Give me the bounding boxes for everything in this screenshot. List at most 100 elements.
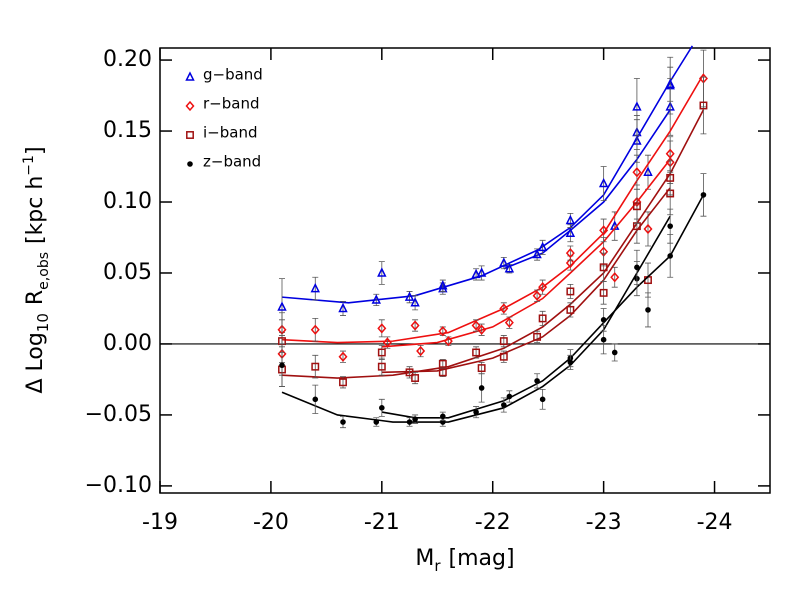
data-point [532, 248, 542, 259]
error-bar [378, 319, 385, 338]
y-axis-label: Δ Log10Re,obs[kpc h−1] [21, 146, 52, 393]
legend-marker [185, 71, 195, 81]
data-point [416, 345, 426, 357]
data-point [471, 268, 481, 279]
y-tick-label: 0.00 [103, 331, 152, 356]
error-bar [600, 218, 607, 243]
data-point [537, 241, 548, 252]
error-bar [312, 354, 319, 379]
data-point [645, 307, 651, 313]
data-point [373, 419, 380, 425]
error-bar [700, 76, 707, 135]
data-point [443, 335, 453, 347]
error-bar [633, 78, 640, 136]
data-point [600, 336, 607, 343]
data-point [599, 288, 608, 297]
error-bar [567, 283, 574, 299]
data-point [599, 263, 608, 272]
data-point [499, 337, 508, 346]
data-point [471, 320, 481, 331]
data-point [700, 192, 707, 198]
error-bar [478, 362, 485, 375]
fit-line [503, 109, 671, 270]
data-point [634, 264, 640, 271]
data-point [665, 78, 675, 88]
y-tick-label: 0.15 [103, 118, 152, 143]
y-tick-label: 0.10 [103, 189, 152, 214]
data-point [379, 405, 385, 411]
data-point [499, 352, 508, 361]
data-point [506, 393, 513, 400]
legend-label: i−band [203, 124, 257, 142]
data-point [566, 287, 575, 296]
x-tick-label: -23 [586, 510, 622, 535]
data-point [377, 267, 387, 277]
data-point [477, 324, 487, 335]
error-bar [378, 261, 385, 285]
data-point [539, 396, 546, 403]
fit-line [381, 187, 671, 374]
plot-frame [159, 47, 771, 494]
data-point [339, 378, 347, 387]
error-bar [378, 344, 385, 360]
error-bar [600, 166, 607, 201]
data-point [472, 348, 481, 357]
data-point [632, 167, 642, 178]
data-point [599, 225, 609, 236]
data-point [567, 359, 574, 366]
data-point [643, 223, 653, 235]
data-point [338, 302, 348, 313]
error-bar [633, 188, 640, 224]
y-tick-label: −0.05 [85, 402, 152, 427]
x-tick-label: -19 [142, 510, 178, 535]
x-axis-label: Mr [mag] [415, 546, 514, 575]
data-point [277, 301, 287, 311]
error-bar [567, 302, 574, 318]
data-point [438, 326, 448, 337]
data-point [667, 253, 673, 259]
data-point [404, 291, 415, 301]
data-point [598, 177, 609, 188]
fit-line [381, 158, 671, 348]
data-point [412, 416, 418, 422]
data-point [565, 227, 576, 237]
fit-line [381, 194, 705, 419]
x-tick-label: -21 [364, 510, 400, 535]
error-bar [645, 211, 651, 247]
error-bar [539, 310, 546, 326]
x-tick-label: -20 [253, 510, 289, 535]
data-point [610, 272, 620, 283]
legend-marker [186, 131, 194, 139]
data-point [565, 247, 575, 259]
data-point [310, 324, 320, 335]
legend-marker [187, 161, 193, 167]
data-point [632, 202, 641, 211]
error-bar [611, 266, 618, 288]
data-point [478, 385, 485, 391]
data-point [377, 348, 386, 357]
data-point [440, 413, 446, 420]
error-bar [600, 281, 607, 305]
data-point [312, 396, 319, 403]
data-point [499, 257, 509, 267]
data-point [410, 297, 420, 307]
data-point [538, 314, 547, 323]
data-point [377, 362, 386, 371]
data-point [611, 349, 618, 356]
error-bar [645, 262, 651, 298]
data-point [473, 409, 479, 415]
data-point [533, 332, 542, 341]
data-point [499, 303, 509, 314]
data-point [477, 364, 486, 373]
data-point [667, 223, 673, 229]
legend-label: r−band [203, 95, 259, 113]
data-point [504, 317, 514, 328]
data-point [565, 214, 576, 225]
fit-line [281, 109, 705, 379]
data-point [371, 294, 381, 304]
error-bar [667, 66, 674, 102]
y-tick-label: 0.20 [103, 47, 152, 72]
data-point [665, 148, 675, 159]
y-tick-label: −0.10 [85, 473, 152, 498]
data-point [382, 337, 392, 348]
